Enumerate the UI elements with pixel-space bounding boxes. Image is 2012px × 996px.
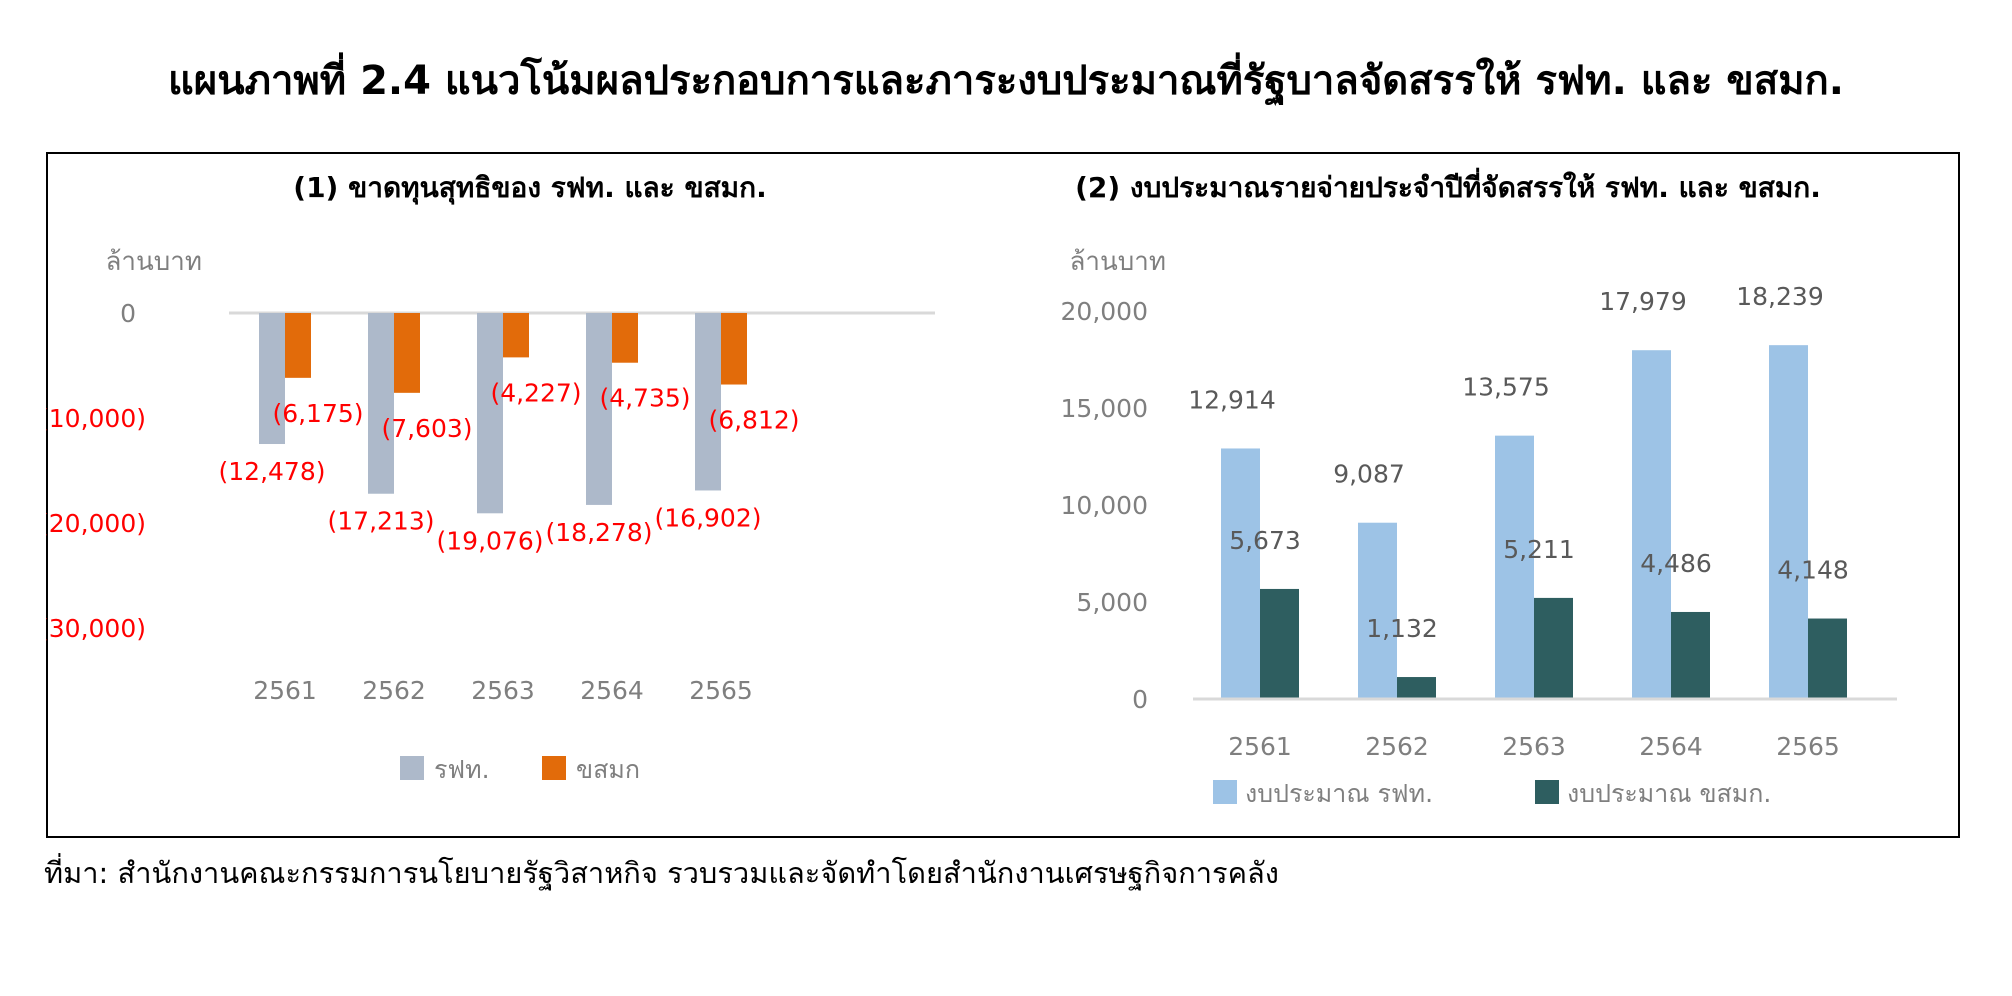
data-label: (6,175) <box>272 399 363 428</box>
chart1-bars <box>259 313 747 514</box>
chart1-y-axis: 0 (10,000) (20,000) (30,000) <box>46 299 146 643</box>
chart1-x-tick: 2565 <box>689 676 753 705</box>
data-label: (12,478) <box>219 457 326 486</box>
chart1-title: (1) ขาดทุนสุทธิของ รฟท. และ ขสมก. <box>293 171 766 205</box>
chart2-y-tick: 10,000 <box>1061 491 1148 520</box>
bar-bmta-loss <box>394 313 420 393</box>
chart1-y-tick: (30,000) <box>46 614 146 643</box>
data-label: 1,132 <box>1366 614 1438 643</box>
chart2-x-tick: 2562 <box>1365 732 1429 761</box>
bar-srt-budget <box>1632 350 1671 699</box>
bar-srt-loss <box>586 313 612 505</box>
charts-svg: (1) ขาดทุนสุทธิของ รฟท. และ ขสมก. ล้านบา… <box>46 167 1897 808</box>
data-label: 5,211 <box>1503 535 1575 564</box>
source-note: ที่มา: สำนักงานคณะกรรมการนโยบายรัฐวิสาหก… <box>44 856 1279 890</box>
bar-srt-loss <box>259 313 285 445</box>
chart2-data-labels: 12,914 9,087 13,575 17,979 18,239 5,673 1,132 5… <box>1188 282 1849 643</box>
bar-bmta-loss <box>503 313 529 358</box>
data-label: (7,603) <box>381 414 472 443</box>
chart2-y-tick: 15,000 <box>1061 394 1148 423</box>
data-label: 13,575 <box>1462 373 1549 402</box>
chart1-x-tick: 2563 <box>471 676 535 705</box>
bar-srt-loss <box>368 313 394 494</box>
page-title: แผนภาพที่ 2.4 แนวโน้มผลประกอบการและภาระง… <box>168 58 1844 104</box>
bar-srt-budget <box>1358 522 1397 699</box>
bar-srt-loss <box>477 313 503 514</box>
bar-bmta-budget <box>1534 597 1573 699</box>
bar-bmta-loss <box>285 313 311 378</box>
bar-bmta-budget <box>1671 611 1710 699</box>
chart2-y-axis: 0 5,000 10,000 15,000 20,000 <box>1061 297 1148 714</box>
chart1-y-tick: (10,000) <box>46 404 146 433</box>
data-label: 4,148 <box>1777 556 1849 585</box>
chart2-title: (2) งบประมาณรายจ่ายประจำปีที่จัดสรรให้ ร… <box>1075 167 1821 204</box>
bar-srt-loss <box>695 313 721 491</box>
legend-label: ขสมก <box>576 755 640 784</box>
legend-swatch <box>1535 780 1559 804</box>
chart2-legend: งบประมาณ รฟท. งบประมาณ ขสมก. <box>1213 779 1771 808</box>
chart-budget: (2) งบประมาณรายจ่ายประจำปีที่จัดสรรให้ ร… <box>1061 167 1897 808</box>
chart2-y-tick: 0 <box>1132 685 1148 714</box>
legend-label: รฟท. <box>434 755 490 784</box>
data-label: (18,278) <box>546 518 653 547</box>
data-label: (4,227) <box>490 378 581 407</box>
chart2-x-tick: 2561 <box>1228 732 1292 761</box>
chart1-x-tick: 2561 <box>253 676 317 705</box>
chart2-x-tick: 2565 <box>1776 732 1840 761</box>
bar-bmta-loss <box>612 313 638 363</box>
chart2-y-tick: 20,000 <box>1061 297 1148 326</box>
data-label: (16,902) <box>655 503 762 532</box>
chart2-bars <box>1221 345 1847 699</box>
data-label: 17,979 <box>1599 287 1686 316</box>
bar-bmta-loss <box>721 313 747 385</box>
chart2-y-tick: 5,000 <box>1076 588 1148 617</box>
data-label: 4,486 <box>1640 549 1712 578</box>
data-label: (17,213) <box>328 507 435 536</box>
chart1-data-labels: (12,478)(17,213)(19,076) (18,278) (16,902)… <box>219 378 800 555</box>
data-label: 5,673 <box>1229 526 1301 555</box>
chart1-x-tick: 2564 <box>580 676 644 705</box>
data-label: (4,735) <box>599 384 690 413</box>
chart1-unit-label: ล้านบาท <box>105 247 202 277</box>
chart1-legend: รฟท. ขสมก <box>400 755 640 784</box>
chart1-y-tick: (20,000) <box>46 509 146 538</box>
chart2-x-tick: 2564 <box>1639 732 1703 761</box>
chart-net-loss: (1) ขาดทุนสุทธิของ รฟท. และ ขสมก. ล้านบา… <box>46 171 935 784</box>
bar-srt-budget <box>1495 435 1534 699</box>
legend-label: งบประมาณ ขสมก. <box>1567 779 1771 808</box>
chart1-x-tick: 2562 <box>362 676 426 705</box>
chart1-y-tick: 0 <box>120 299 136 328</box>
bar-srt-budget <box>1769 345 1808 699</box>
chart2-x-tick: 2563 <box>1502 732 1566 761</box>
bar-srt-budget <box>1221 448 1260 699</box>
data-label: 12,914 <box>1188 385 1275 414</box>
bar-bmta-budget <box>1260 588 1299 699</box>
chart2-unit-label: ล้านบาท <box>1069 247 1166 277</box>
bar-bmta-budget <box>1808 618 1847 699</box>
chart1-x-axis: 2561 2562 2563 2564 2565 <box>253 676 753 705</box>
legend-swatch <box>1213 780 1237 804</box>
data-label: (19,076) <box>437 526 544 555</box>
chart2-x-axis: 2561 2562 2563 2564 2565 <box>1228 732 1840 761</box>
data-label: 18,239 <box>1736 282 1823 311</box>
legend-swatch <box>400 756 424 780</box>
data-label: 9,087 <box>1333 460 1405 489</box>
legend-label: งบประมาณ รฟท. <box>1245 779 1433 808</box>
bar-bmta-budget <box>1397 677 1436 699</box>
charts-frame <box>46 152 1960 838</box>
data-label: (6,812) <box>708 406 799 435</box>
legend-swatch <box>542 756 566 780</box>
